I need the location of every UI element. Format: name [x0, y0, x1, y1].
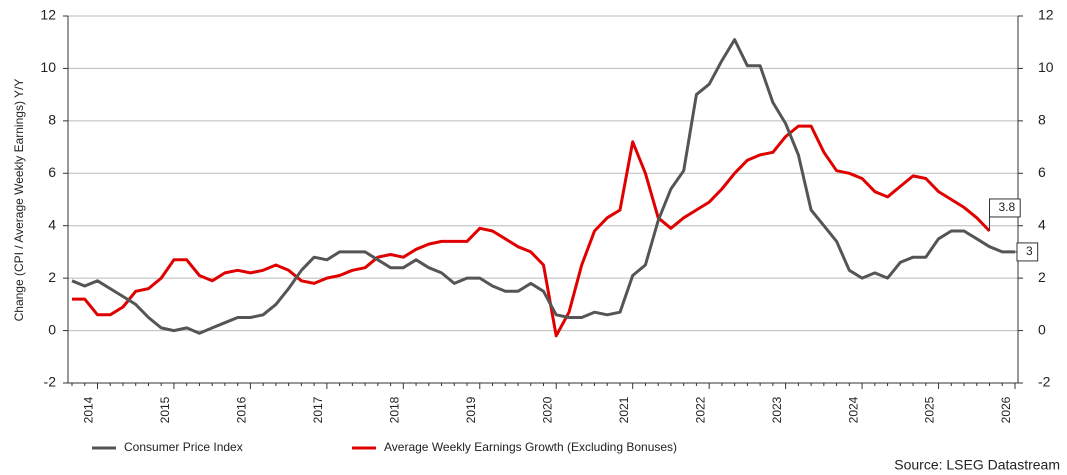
- end-value-box: [1016, 242, 1039, 262]
- y-tick-label: 4: [48, 216, 56, 232]
- y2-tick-label: 6: [1038, 164, 1046, 180]
- y2-tick-label: -2: [1038, 374, 1051, 390]
- y-tick-label: 10: [40, 59, 56, 75]
- legend-label: Average Weekly Earnings Growth (Excludin…: [384, 440, 677, 454]
- x-tick-label: 2023: [770, 396, 784, 423]
- x-tick-label: 2020: [540, 396, 554, 423]
- x-tick-label: 2016: [235, 396, 249, 423]
- x-tick-label: 2024: [846, 396, 860, 423]
- x-tick-label: 2021: [617, 396, 631, 423]
- y-tick-label: 6: [48, 164, 56, 180]
- y-tick-label: 2: [48, 269, 56, 285]
- x-tick-label: 2019: [464, 396, 478, 423]
- y-tick-label: 0: [48, 321, 56, 337]
- x-tick-label: 2017: [311, 396, 325, 423]
- y2-tick-label: 4: [1038, 216, 1046, 232]
- x-tick-label: 2026: [999, 396, 1013, 423]
- y2-tick-label: 0: [1038, 321, 1046, 337]
- x-tick-label: 2018: [387, 396, 401, 423]
- end-value-box: [989, 198, 1021, 218]
- end-value-label: 3.8: [999, 200, 1016, 214]
- source: Source: LSEG Datastream: [894, 457, 1060, 473]
- y2-tick-label: 2: [1038, 269, 1046, 285]
- series-line: [71, 38, 1015, 335]
- x-tick-label: 2022: [693, 396, 707, 423]
- series-line: [72, 124, 991, 338]
- y-tick-label: -2: [44, 374, 57, 390]
- legend-label: Consumer Price Index: [124, 440, 243, 454]
- x-tick-label: 2025: [923, 396, 937, 423]
- x-tick-label: 2014: [82, 396, 96, 423]
- y-tick-label: 12: [40, 7, 56, 23]
- end-value-label: 3: [1026, 244, 1033, 258]
- y2-tick-label: 8: [1038, 112, 1046, 128]
- y2-tick-label: 10: [1038, 59, 1054, 75]
- y-axis-label: Change (CPI / Average Weekly Earnings) Y…: [12, 79, 26, 322]
- y2-tick-label: 12: [1038, 7, 1054, 23]
- y-tick-label: 8: [48, 112, 56, 128]
- x-tick-label: 2015: [158, 396, 172, 423]
